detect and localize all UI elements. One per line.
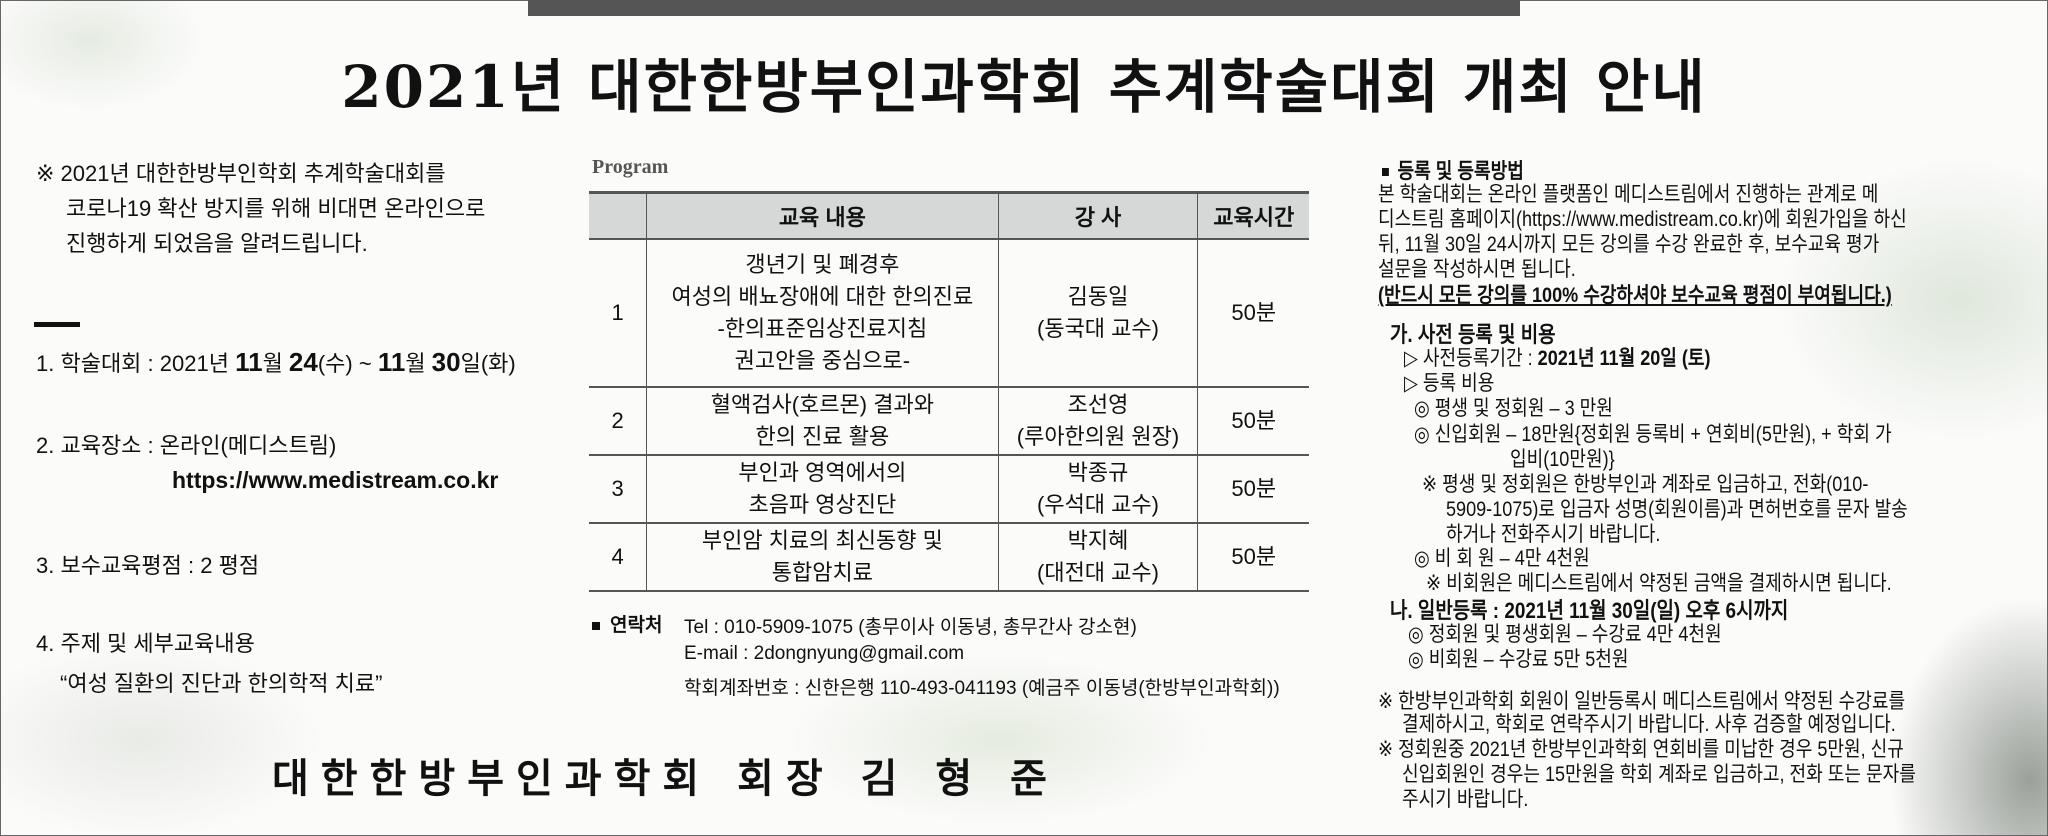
fee-line: ◎ 비 회 원 – 4만 4천원 [1414,547,1590,570]
row-number: 3 [611,476,624,501]
general-registration-title: 나. 일반등록 : 2021년 11월 30일(일) 오후 6시까지 [1390,598,1789,623]
lecturer-line: 김동일 [1067,284,1129,309]
cell-lecturer: 김동일 (동국대 교수) [997,239,1198,388]
registration-intro: 뒤, 11월 30일 24시까지 모든 강의를 수강 완료한 후, 보수교육 평… [1378,233,1880,256]
registration-intro: 디스트림 홈페이지(https://www.medistream.co.kr)에… [1378,208,1907,231]
content-line: 혈액검사(호르몬) 결과와 [710,392,934,417]
cell-lecturer: 조선영 (루아한의원 원장) [997,387,1198,456]
pre-registration-period: ▷ 사전등록기간 : 2021년 11월 20일 (토) [1404,347,1711,370]
row-number: 1 [611,300,624,325]
pre-registration-title: 가. 사전 등록 및 비용 [1390,322,1556,347]
lecturer-line: (동국대 교수) [1037,316,1159,341]
venue-url-link[interactable]: https://www.medistream.co.kr [172,467,499,493]
lecturer-line: 박지혜 [1067,528,1129,553]
cell-no: 4 [589,523,647,592]
notice-line: 코로나19 확산 방지를 위해 비대면 온라인으로 [66,196,486,221]
cell-time: 50분 [1197,387,1309,456]
contact-email[interactable]: E-mail : 2dongnyung@gmail.com [684,643,965,664]
content-line: 한의 진료 활용 [755,424,890,449]
cell-no: 1 [589,239,647,388]
bullet-square-icon [1382,168,1389,177]
fee-line: ※ 평생 및 정회원은 한방부인과 계좌로 입금하고, 전화(010- [1422,473,1869,496]
content-line: 부인과 영역에서의 [738,460,907,485]
topic-title: “여성 질환의 진단과 한의학적 치료” [60,671,383,696]
content-line: 부인암 치료의 최신동향 및 [701,528,943,553]
note-line: 주시기 바랍니다. [1402,788,1529,811]
note-line: ※ 정회원중 2021년 한방부인과학회 연회비를 미납한 경우 5만원, 신규 [1378,738,1904,761]
content-line: -한의표준임상진료지침 [717,316,928,341]
info-item-conference-date: 1. 학술대회 : 2021년 11월 24(수) ~ 11월 30일(화) [36,347,516,377]
registration-warning: (반드시 모든 강의를 100% 수강하셔야 보수교육 평점이 부여됩니다.) [1378,284,1892,307]
info-item-venue: 2. 교육장소 : 온라인(메디스트림) [36,433,337,458]
lecturer-line: (우석대 교수) [1037,492,1159,517]
cell-lecturer: 박지혜 (대전대 교수) [997,523,1198,592]
header-lecturer: 강 사 [997,191,1198,240]
header-time: 교육시간 [1197,191,1309,240]
fee-line: 하거나 전화주시기 바랍니다. [1446,523,1661,546]
duration: 50분 [1231,476,1277,501]
note-line: ※ 한방부인과학회 회원이 일반등록시 메디스트림에서 약정된 수강료를 [1378,690,1906,713]
cell-time: 50분 [1197,239,1309,388]
row-number: 4 [611,544,624,569]
fee-line: ※ 비회원은 메디스트림에서 약정된 금액을 결제하시면 됩니다. [1426,572,1892,595]
contact-tel: Tel : 010-5909-1075 (총무이사 이동녕, 총무간사 강소현) [684,617,1137,638]
content-line: 갱년기 및 폐경후 [745,252,900,277]
program-label: Program [592,156,669,178]
registration-intro: 설문을 작성하시면 됩니다. [1378,258,1576,281]
fee-label: ▷ 등록 비용 [1404,372,1495,395]
fee-line: ◎ 평생 및 정회원 – 3 만원 [1414,397,1613,420]
row-number: 2 [611,408,624,433]
duration: 50분 [1231,544,1277,569]
header-content: 교육 내용 [646,191,998,240]
duration: 50분 [1231,408,1277,433]
note-line: 결제하시고, 학회로 연락주시기 바랍니다. 사후 검증할 예정입니다. [1402,713,1896,736]
contact-label: 연락처 [592,610,662,637]
fee-line: 입비(10만원)} [1510,448,1615,471]
duration: 50분 [1231,300,1277,325]
registration-heading: 등록 및 등록방법 [1382,155,1524,185]
fee-line: ◎ 신입회원 – 18만원{정회원 등록비 + 연회비(5만원), + 학회 가 [1414,423,1892,446]
lecturer-line: (대전대 교수) [1037,560,1159,585]
lecturer-line: (루아한의원 원장) [1016,424,1180,449]
contact-account: 학회계좌번호 : 신한은행 110-493-041193 (예금주 이동녕(한방… [684,678,1280,699]
notice-line: 진행하게 되었음을 알려드립니다. [66,231,368,256]
content-line: 여성의 배뇨장애에 대한 한의진료 [671,284,974,309]
content-line: 권고안을 중심으로- [734,348,911,373]
header-no [589,191,647,240]
cell-time: 50분 [1197,455,1309,524]
cell-lecturer: 박종규 (우석대 교수) [997,455,1198,524]
lecturer-line: 조선영 [1067,392,1129,417]
general-fee-line: ◎ 비회원 – 수강료 5만 5천원 [1408,648,1629,671]
signature: 대한한방부인과학회 회장 김 형 준 [272,755,1059,802]
note-line: 신입회원인 경우는 15만원을 학회 계좌로 입금하고, 전화 또는 문자를 [1402,763,1916,786]
cell-no: 2 [589,387,647,456]
cell-time: 50분 [1197,523,1309,592]
top-bar [528,0,1520,16]
bullet-square-icon [592,621,600,630]
info-item-topic: 4. 주제 및 세부교육내용 [36,631,255,656]
registration-intro: 본 학술대회는 온라인 플랫폼인 메디스트림에서 진행하는 관계로 메 [1378,183,1879,206]
divider [34,322,80,327]
content-line: 초음파 영상진단 [748,492,897,517]
fee-line: 5909-1075)로 입금자 성명(회원이름)과 면허번호를 문자 발송 [1446,498,1908,521]
lecturer-line: 박종규 [1067,460,1129,485]
info-item-credits: 3. 보수교육평점 : 2 평점 [36,553,260,578]
general-fee-line: ◎ 정회원 및 평생회원 – 수강료 4만 4천원 [1408,623,1722,646]
content-line: 통합암치료 [771,560,873,585]
notice-line: ※ 2021년 대한한방부인학회 추계학술대회를 [36,161,446,186]
cell-no: 3 [589,455,647,524]
page-title: 2021년 대한한방부인과학회 추계학술대회 개최 안내 [341,53,1707,121]
table-header-row: 교육 내용 강 사 교육시간 [589,191,1309,240]
